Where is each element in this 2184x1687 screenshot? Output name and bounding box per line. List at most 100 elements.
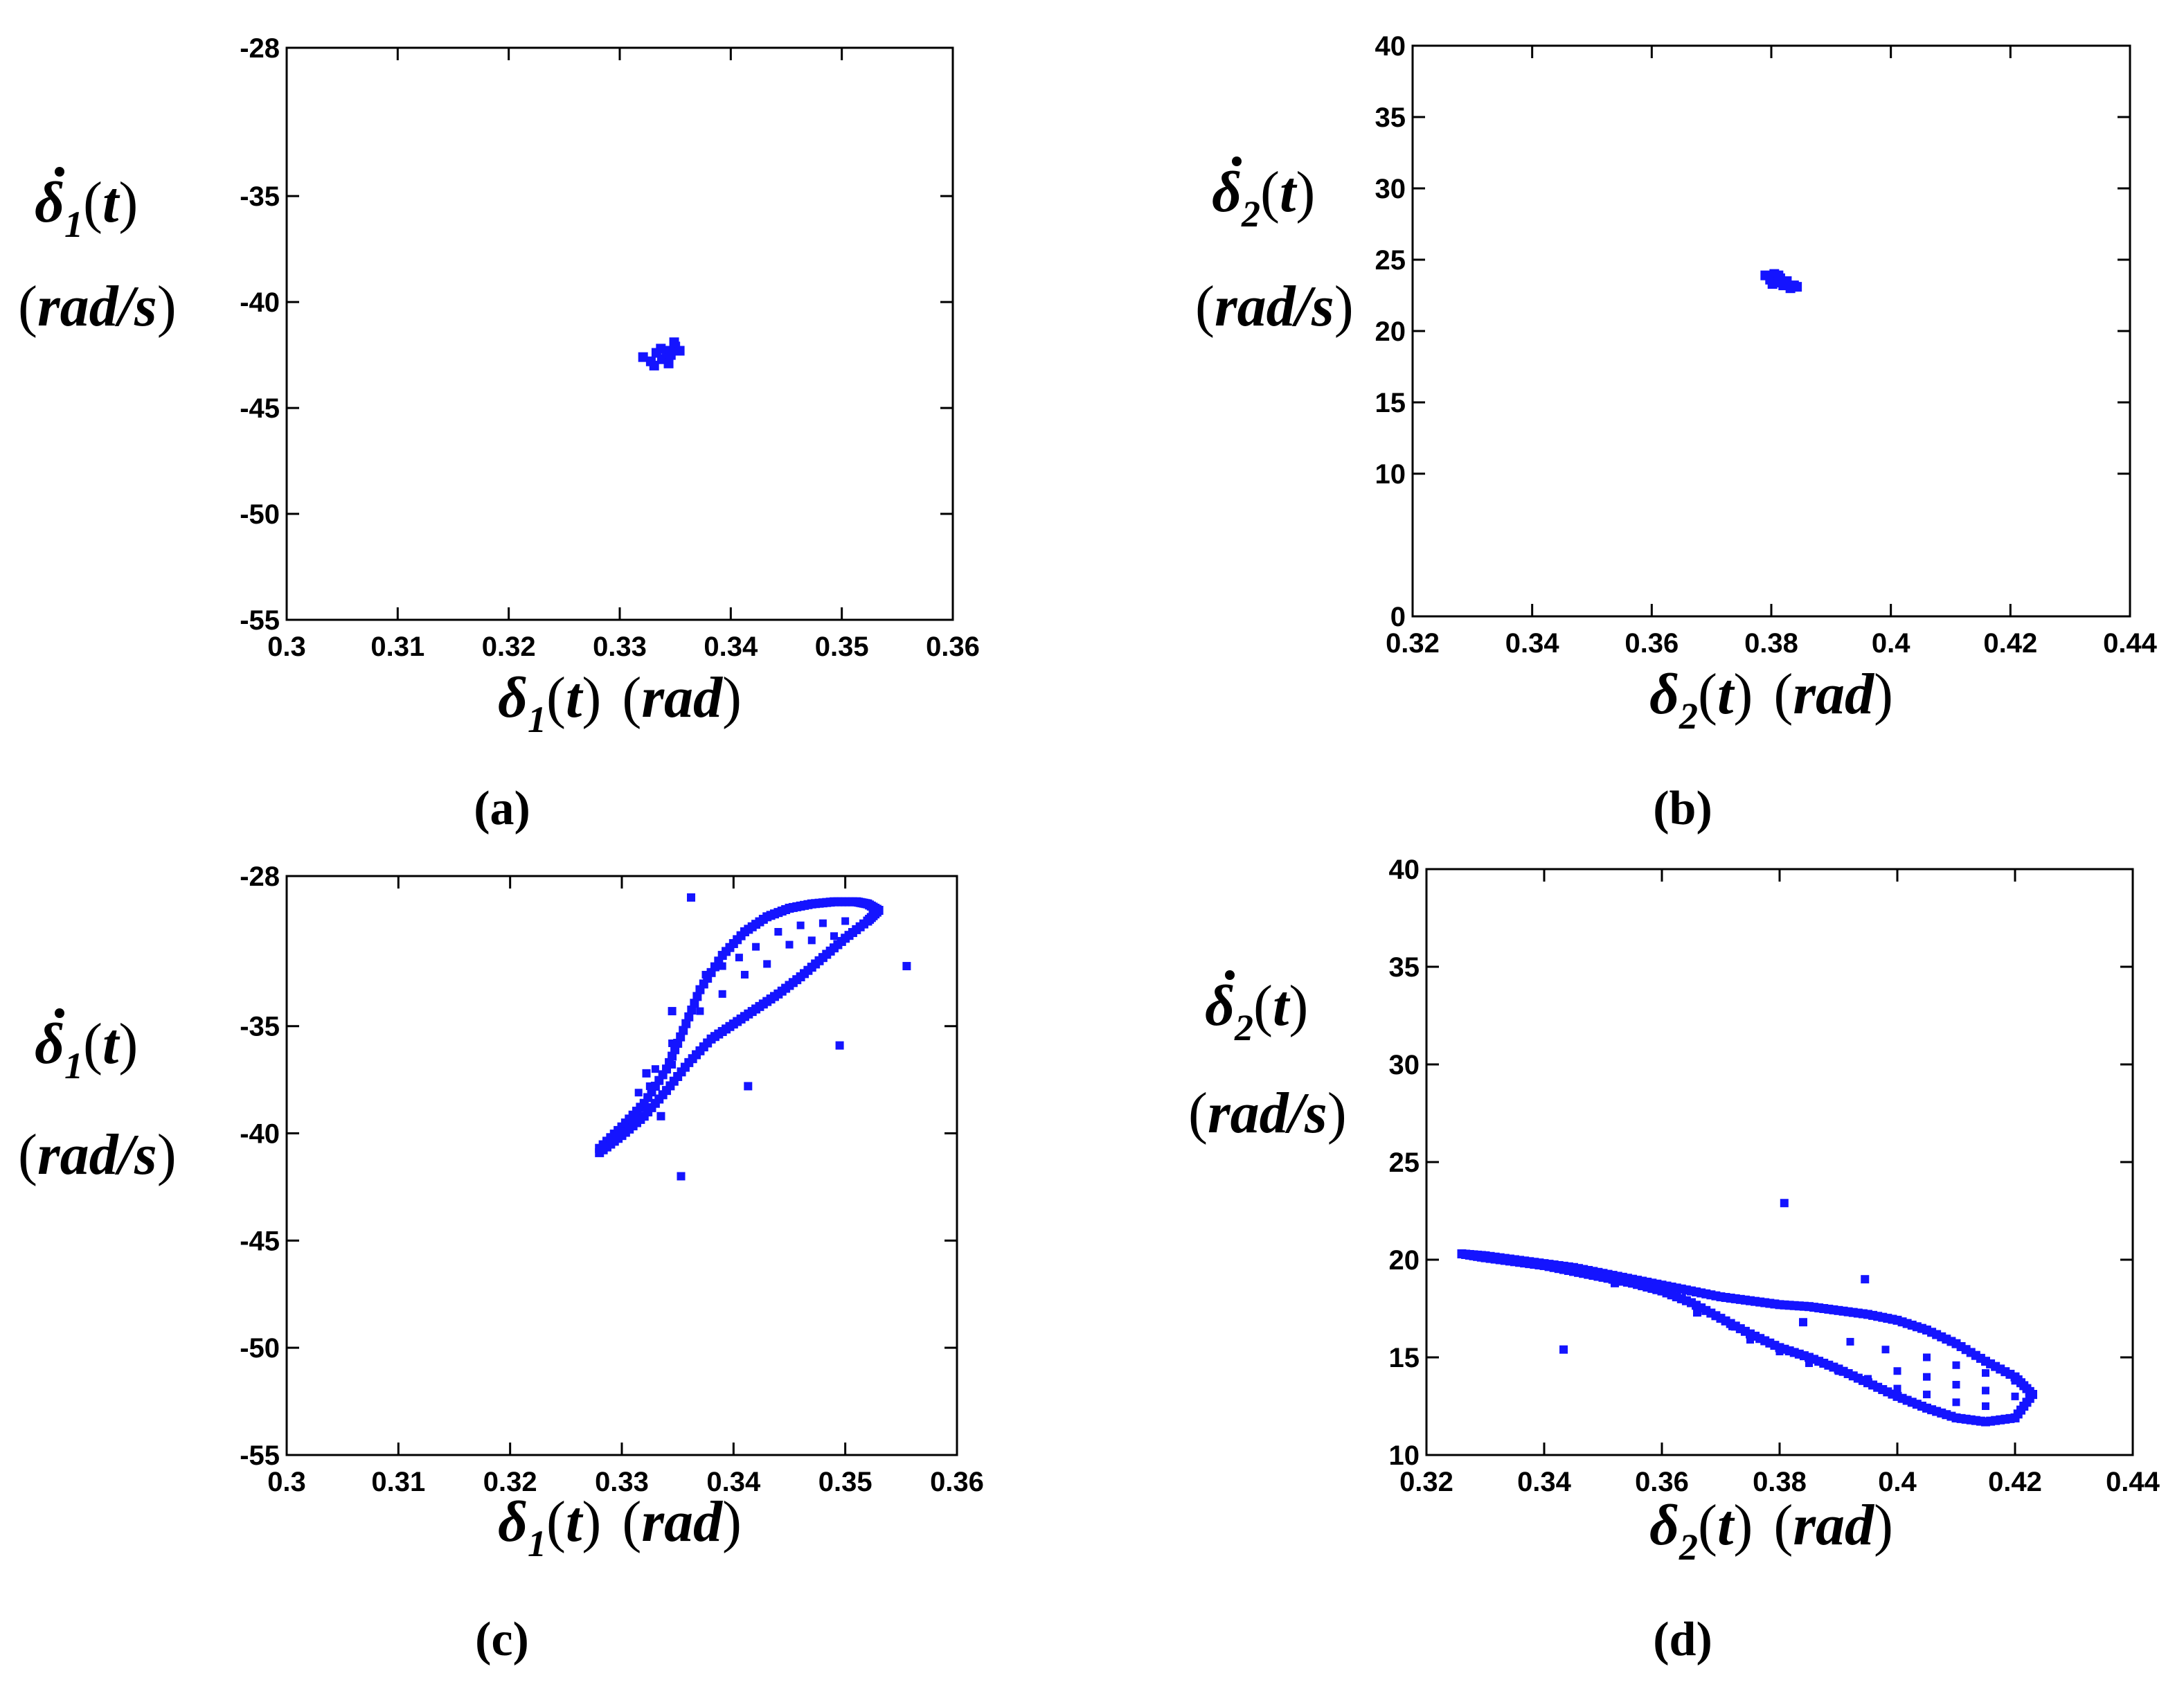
outlier-point bbox=[1861, 1275, 1870, 1284]
trajectory-point bbox=[687, 1006, 697, 1015]
interior-point bbox=[701, 970, 710, 979]
x-tick-label: 0.32 bbox=[483, 1467, 537, 1497]
data-point bbox=[638, 352, 648, 362]
trajectory-point bbox=[684, 1012, 694, 1021]
data-point bbox=[1767, 279, 1778, 289]
interior-point bbox=[763, 960, 771, 968]
interior-point bbox=[1805, 1359, 1813, 1367]
derivative-dot bbox=[1232, 157, 1242, 166]
trajectory-point bbox=[679, 1026, 688, 1035]
x-tick-label: 0.32 bbox=[482, 632, 536, 662]
interior-point bbox=[1746, 1336, 1754, 1344]
y-axis-label: δ1(t) bbox=[35, 170, 138, 245]
interior-point bbox=[1952, 1361, 1960, 1369]
interior-point bbox=[668, 1060, 677, 1069]
interior-point bbox=[645, 1082, 654, 1090]
y-tick-label: 20 bbox=[1389, 1245, 1420, 1276]
interior-point bbox=[1893, 1367, 1901, 1375]
y-tick-label: 30 bbox=[1375, 174, 1406, 204]
y-tick-label: -45 bbox=[240, 393, 280, 424]
x-axis-label: δ2(t) (rad) bbox=[1649, 1493, 1893, 1568]
outlier-point bbox=[668, 1007, 677, 1016]
interior-point bbox=[1834, 1367, 1843, 1375]
interior-point bbox=[796, 921, 805, 929]
interior-point bbox=[740, 970, 749, 979]
x-tick-label: 0.34 bbox=[1505, 628, 1560, 659]
trajectory-point bbox=[681, 1019, 691, 1028]
y-tick-label: -28 bbox=[240, 33, 280, 64]
data-point bbox=[669, 337, 679, 348]
x-tick-label: 0.36 bbox=[930, 1467, 984, 1497]
y-tick-label: -35 bbox=[240, 181, 280, 212]
outlier-point bbox=[1652, 1285, 1661, 1294]
outlier-point bbox=[677, 1172, 686, 1181]
x-tick-label: 0.3 bbox=[267, 1467, 306, 1497]
interior-point bbox=[1923, 1391, 1931, 1399]
trajectory-point bbox=[2028, 1390, 2037, 1400]
x-tick-label: 0.38 bbox=[1753, 1467, 1807, 1497]
interior-point bbox=[752, 943, 760, 951]
x-tick-label: 0.44 bbox=[2103, 628, 2158, 659]
data-point bbox=[1773, 270, 1784, 280]
plot-frame bbox=[285, 46, 954, 621]
x-tick-label: 0.38 bbox=[1744, 628, 1798, 659]
outlier-point bbox=[656, 1112, 665, 1121]
interior-point bbox=[1846, 1337, 1854, 1346]
x-tick-label: 0.35 bbox=[815, 632, 869, 662]
interior-point bbox=[651, 1065, 659, 1073]
y-axis-label: δ2(t) bbox=[1205, 974, 1308, 1048]
outlier-point bbox=[1693, 1308, 1701, 1317]
interior-point bbox=[718, 990, 726, 998]
data-point bbox=[674, 346, 685, 356]
y-axis-unit: (rad/s) bbox=[18, 1123, 177, 1187]
x-tick-label: 0.44 bbox=[2106, 1467, 2160, 1497]
y-tick-label: -40 bbox=[240, 1119, 280, 1150]
interior-point bbox=[1923, 1353, 1931, 1362]
y-axis-unit: (rad/s) bbox=[1195, 274, 1354, 339]
interior-point bbox=[2011, 1392, 2019, 1400]
interior-point bbox=[1775, 1348, 1784, 1356]
data-point bbox=[656, 343, 666, 354]
data-point bbox=[665, 350, 676, 360]
plot-frame bbox=[285, 875, 958, 1456]
y-tick-label: -28 bbox=[240, 862, 280, 892]
interior-point bbox=[1982, 1402, 1989, 1410]
x-tick-label: 0.36 bbox=[1635, 1467, 1689, 1497]
x-axis-label: δ2(t) (rad) bbox=[1649, 662, 1893, 737]
x-tick-label: 0.34 bbox=[1517, 1467, 1572, 1497]
outlier-point bbox=[902, 962, 911, 971]
panel-c: 0.3 0.31 0.32 0.33 0.34 0.35 0.36 -55 -50 -45 -40 -… bbox=[18, 862, 984, 1666]
data-point bbox=[663, 358, 674, 368]
outlier-point bbox=[1780, 1199, 1789, 1208]
x-tick-label: 0.36 bbox=[1624, 628, 1679, 659]
derivative-dot bbox=[55, 1008, 64, 1018]
y-axis-label: δ2(t) bbox=[1212, 160, 1315, 235]
y-tick-label: 25 bbox=[1375, 245, 1406, 276]
interior-point bbox=[841, 917, 850, 925]
interior-point bbox=[830, 932, 839, 940]
interior-point bbox=[1923, 1373, 1931, 1381]
interior-point bbox=[1952, 1398, 1960, 1407]
data-point bbox=[649, 360, 659, 371]
y-tick-label: -45 bbox=[240, 1226, 280, 1256]
interior-point bbox=[785, 940, 794, 949]
x-tick-label: 0.31 bbox=[371, 1467, 425, 1497]
outlier-point bbox=[1799, 1318, 1807, 1327]
plot-frame bbox=[1411, 44, 2131, 618]
x-tick-label: 0.35 bbox=[818, 1467, 872, 1497]
panel-caption: (c) bbox=[475, 1613, 529, 1666]
outlier-point bbox=[1611, 1278, 1619, 1287]
outlier-point bbox=[642, 1069, 651, 1078]
interior-point bbox=[807, 936, 816, 945]
derivative-dot bbox=[1225, 970, 1235, 980]
panel-caption: (b) bbox=[1653, 782, 1712, 835]
y-tick-label: -50 bbox=[240, 499, 280, 530]
y-tick-label: 20 bbox=[1375, 316, 1406, 347]
interior-point bbox=[774, 928, 782, 936]
plot-frame bbox=[1425, 868, 2134, 1456]
x-tick-label: 0.34 bbox=[706, 1467, 761, 1497]
panel-d: 0.32 0.34 0.36 0.38 0.4 0.42 0.44 10 15 20 25 30 35 4… bbox=[1188, 855, 2160, 1666]
y-tick-label: 15 bbox=[1389, 1343, 1420, 1373]
y-tick-label: 40 bbox=[1375, 31, 1406, 62]
